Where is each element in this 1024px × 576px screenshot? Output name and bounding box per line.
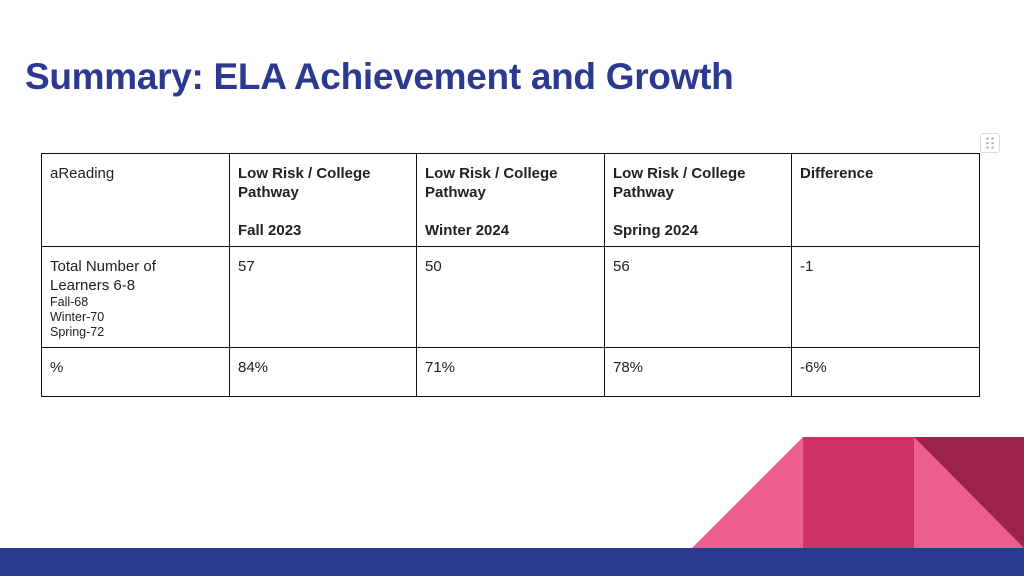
table-row: % 84% 71% 78% -6% bbox=[41, 347, 980, 397]
header-term: Winter 2024 bbox=[425, 222, 510, 239]
drag-handle-icon[interactable] bbox=[980, 133, 1000, 153]
table-cell: 78% bbox=[604, 347, 792, 397]
header-cell-spring: Low Risk / College Pathway Spring 2024 bbox=[604, 153, 792, 247]
slide-title: Summary: ELA Achievement and Growth bbox=[25, 56, 734, 97]
bottom-bar bbox=[0, 548, 1024, 576]
header-cell-label: aReading bbox=[41, 153, 230, 247]
header-term: Fall 2023 bbox=[238, 222, 302, 239]
header-difference: Difference bbox=[800, 165, 874, 182]
header-cell-winter: Low Risk / College Pathway Winter 2024 bbox=[416, 153, 605, 247]
header-label: aReading bbox=[50, 165, 115, 182]
row-sub-winter: Winter-70 bbox=[50, 310, 105, 324]
header-line1: Low Risk / College bbox=[425, 165, 558, 182]
row-label-line2: Learners 6-8 bbox=[50, 277, 136, 294]
pink-diagonal-triangle bbox=[914, 437, 1024, 548]
table-cell: 84% bbox=[229, 347, 417, 397]
row-sub-spring: Spring-72 bbox=[50, 325, 105, 339]
table-cell: 50 bbox=[416, 246, 605, 348]
header-term: Spring 2024 bbox=[613, 222, 699, 239]
row-label-cell: % bbox=[41, 347, 230, 397]
pink-triangle bbox=[692, 437, 803, 548]
header-line2: Pathway bbox=[613, 184, 674, 201]
header-cell-difference: Difference bbox=[791, 153, 980, 247]
row-label-cell: Total Number of Learners 6-8 Fall-68 Win… bbox=[41, 246, 230, 348]
row-label-line1: Total Number of bbox=[50, 258, 156, 275]
header-line2: Pathway bbox=[425, 184, 486, 201]
header-line1: Low Risk / College bbox=[613, 165, 746, 182]
table-cell: 71% bbox=[416, 347, 605, 397]
table-cell: -6% bbox=[791, 347, 980, 397]
header-line2: Pathway bbox=[238, 184, 299, 201]
table-cell: 57 bbox=[229, 246, 417, 348]
table-cell: 56 bbox=[604, 246, 792, 348]
summary-table: aReading Low Risk / College Pathway Fall… bbox=[41, 153, 980, 397]
table-row: Total Number of Learners 6-8 Fall-68 Win… bbox=[41, 246, 980, 348]
row-sub-fall: Fall-68 bbox=[50, 295, 89, 309]
magenta-block bbox=[803, 437, 914, 548]
header-line1: Low Risk / College bbox=[238, 165, 371, 182]
